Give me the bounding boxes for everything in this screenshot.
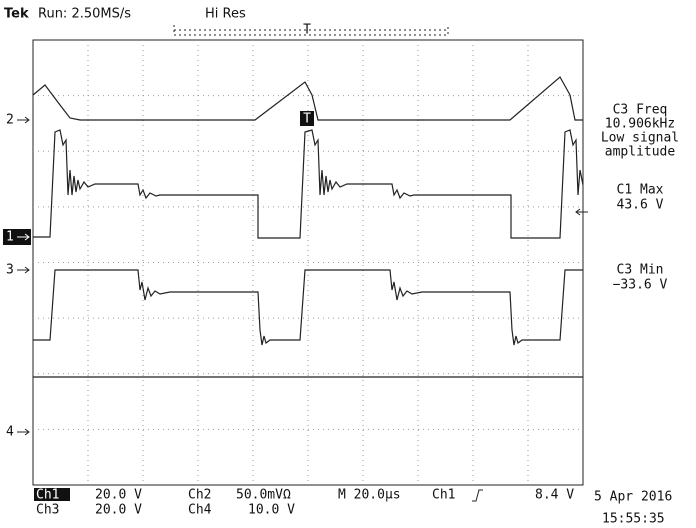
- measurements: C3 Freq 10.906kHz Low signal amplitude C…: [601, 103, 679, 293]
- record-bracket: [173, 25, 449, 36]
- channel: Ch1: [36, 488, 59, 503]
- brand: Tek: [4, 7, 29, 22]
- channel: Ch3: [36, 503, 59, 518]
- scale: 10.0 V: [248, 503, 295, 518]
- measurement: C1 Max: [617, 183, 664, 198]
- mode: Hi Res: [205, 7, 246, 22]
- measurement: C3 Freq: [613, 103, 668, 118]
- measurement: 43.6 V: [617, 198, 664, 213]
- header: Tek Run: 2.50MS/s Hi Res T: [4, 7, 449, 38]
- footer: Ch1 20.0 V Ch2 50.0mVΩ M 20.0µs Ch1 8.4 …: [34, 488, 672, 527]
- waveforms: [32, 76, 584, 378]
- scale: 50.0mVΩ: [236, 488, 291, 503]
- ch1-highlight: [34, 488, 70, 501]
- measurement: Low signal: [601, 131, 679, 146]
- marker-arrow: [17, 266, 30, 274]
- ch2-trace: [32, 76, 583, 121]
- trigger-position: T: [303, 23, 311, 38]
- ch1-marker: 1: [6, 230, 14, 245]
- marker-arrow: [17, 428, 30, 436]
- channel: Ch4: [188, 503, 212, 518]
- trigger-level-box: [300, 111, 314, 126]
- measurement: 10.906kHz: [605, 117, 675, 132]
- time: 15:55:35: [602, 512, 665, 527]
- status: Run: 2.50MS/s: [38, 7, 131, 22]
- scale: 20.0 V: [95, 503, 142, 518]
- ch4-marker: 4: [6, 425, 14, 440]
- channel: Ch2: [188, 488, 211, 503]
- trigger-level: T: [303, 112, 311, 127]
- channel-markers: 2 1 3 4 T: [3, 111, 588, 440]
- trigger-arrow: [575, 208, 588, 216]
- ch1-trace: [33, 129, 584, 239]
- ch3-trace: [33, 269, 583, 346]
- measurement: amplitude: [605, 145, 676, 160]
- measurement: C3 Min: [617, 263, 664, 278]
- measurement: −33.6 V: [613, 278, 668, 293]
- ch2-marker: 2: [6, 113, 14, 128]
- scale: 20.0 V: [95, 488, 142, 503]
- timebase: M 20.0µs: [338, 488, 401, 503]
- trigger-level-value: 8.4 V: [535, 488, 574, 503]
- date: 5 Apr 2016: [594, 490, 672, 505]
- marker-arrow: [17, 233, 30, 241]
- trigger-source: Ch1: [432, 488, 455, 503]
- marker-arrow: [17, 116, 30, 124]
- ch3-marker: 3: [6, 263, 14, 278]
- graticule: [32, 39, 584, 486]
- edge-icon: [472, 489, 483, 502]
